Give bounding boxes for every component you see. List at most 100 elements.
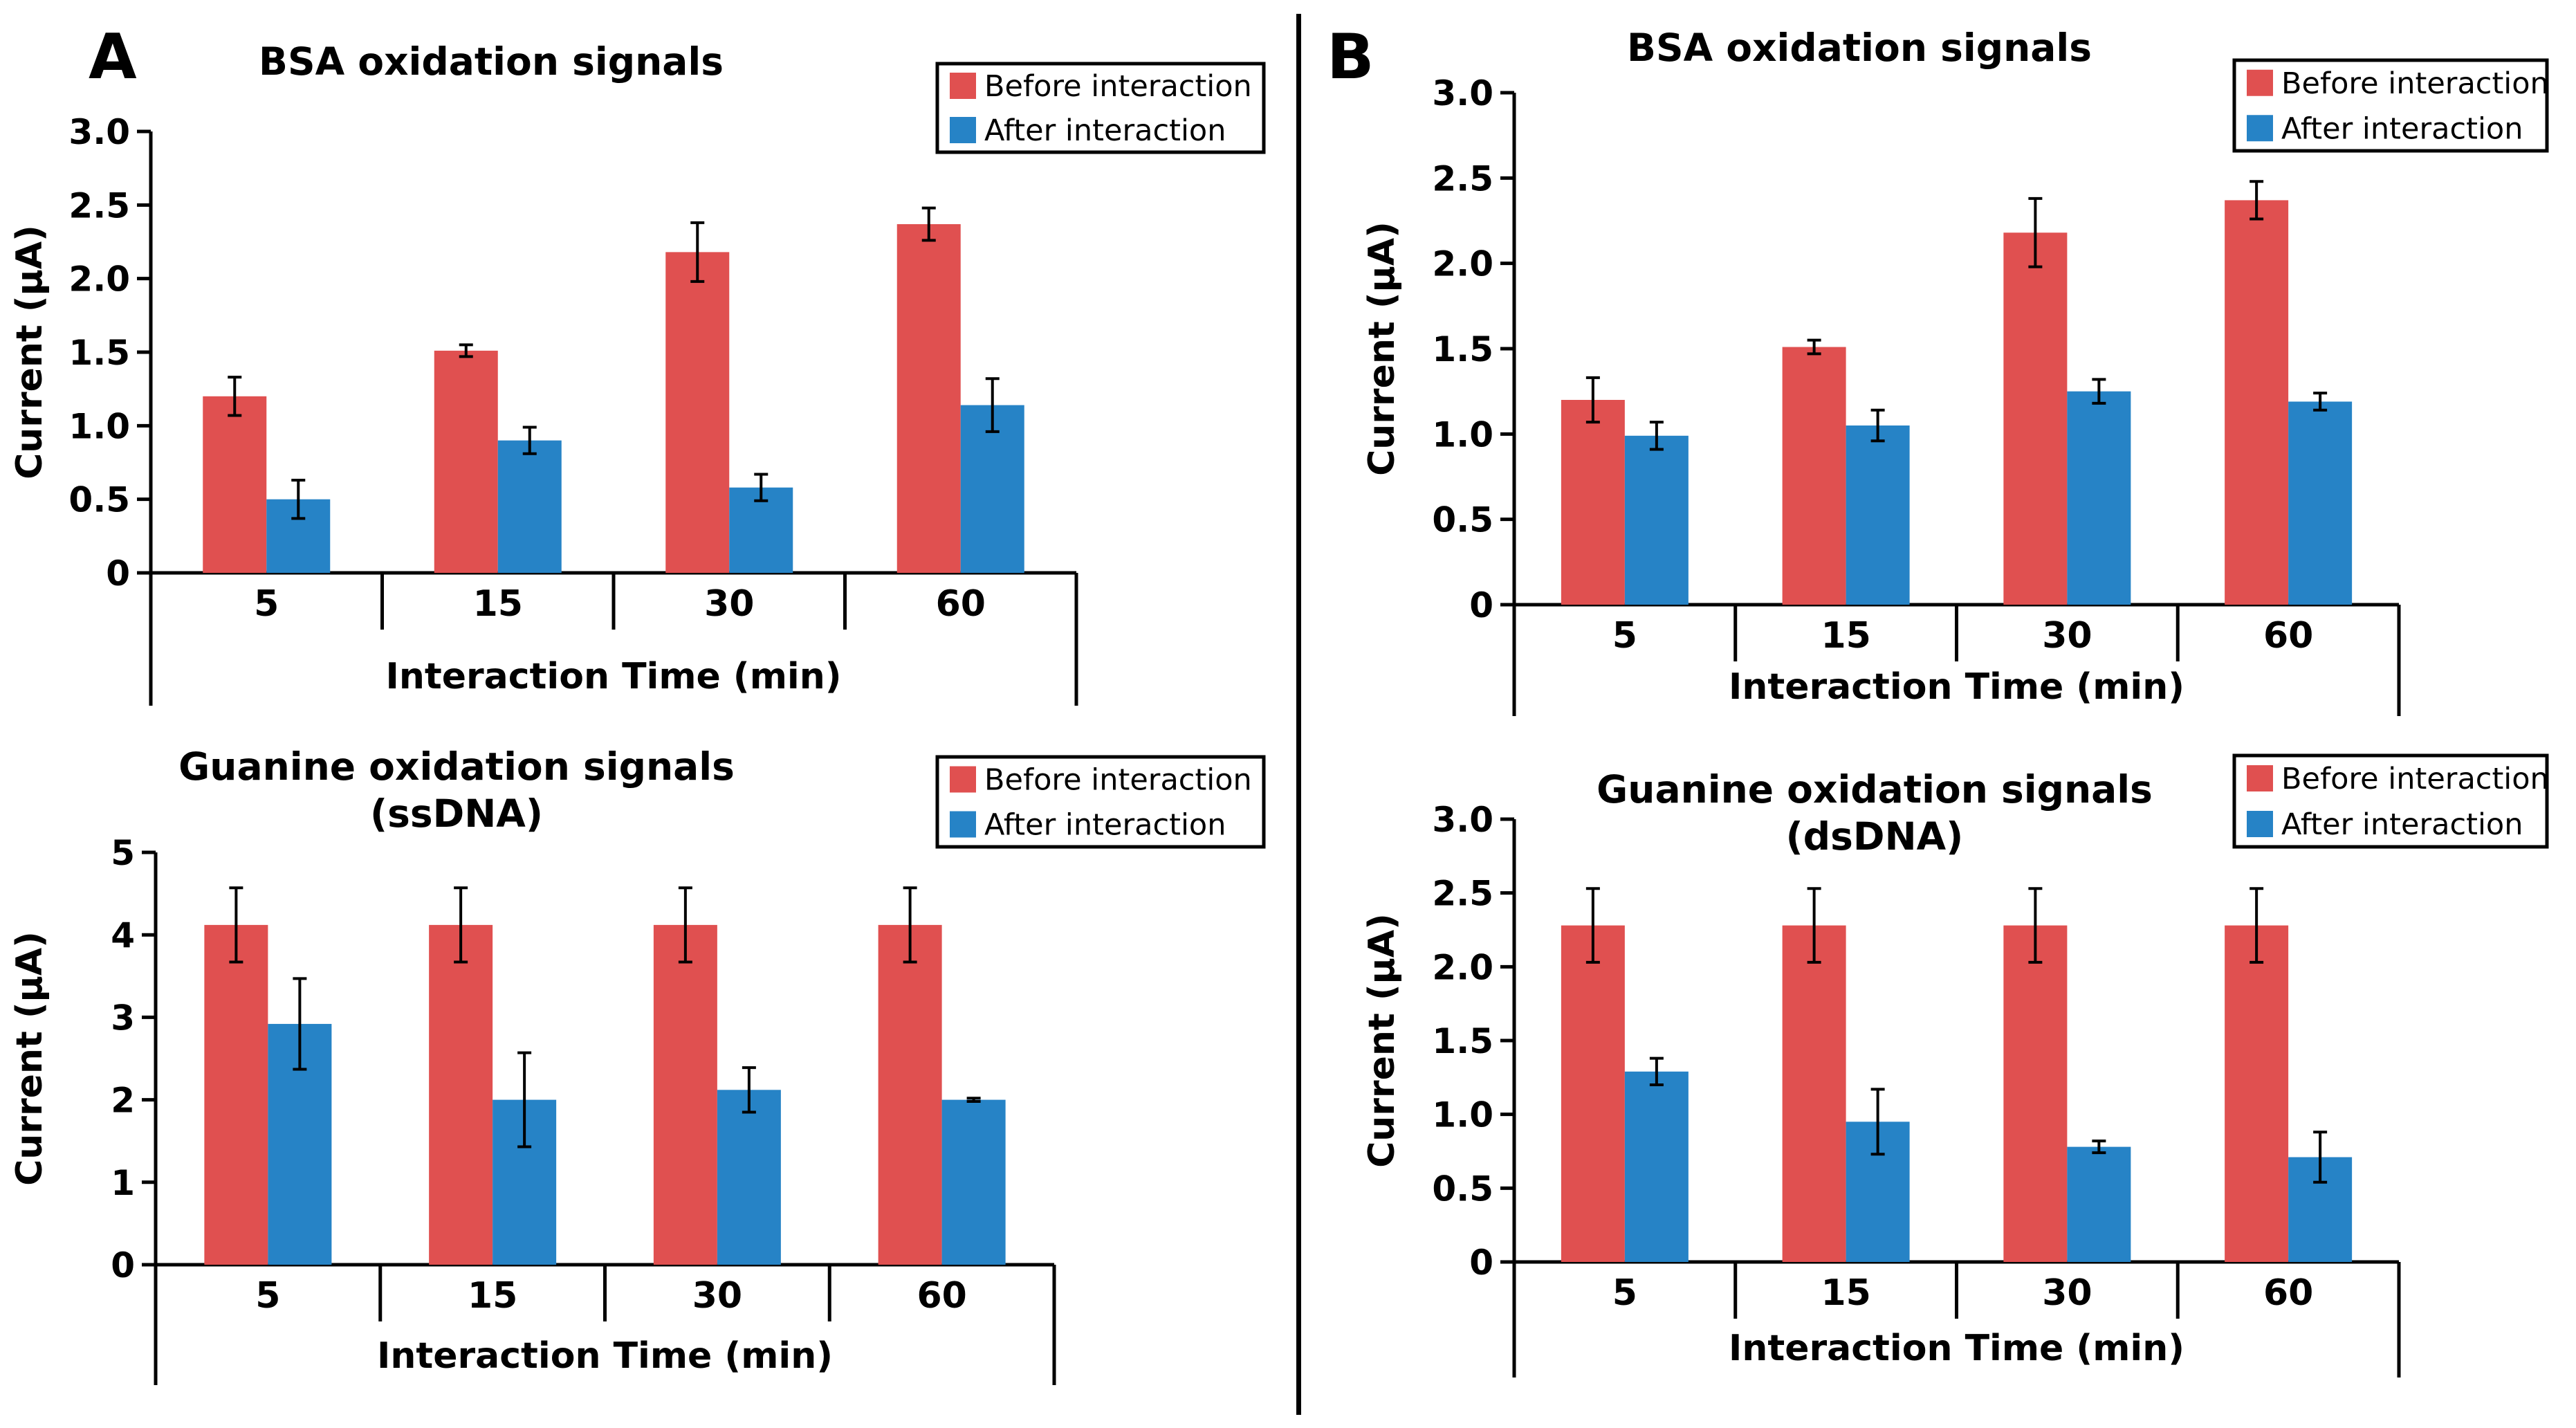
y-tick-label: 3.0 [1432, 800, 1493, 840]
y-tick-label: 2.5 [1432, 874, 1493, 914]
bar-before [2225, 925, 2289, 1262]
bar-before [1782, 925, 1846, 1262]
bar-after [1624, 435, 1689, 605]
x-tick-label: 60 [2263, 1272, 2313, 1314]
bar-after [941, 1099, 1006, 1265]
y-tick-label: 2.5 [68, 185, 130, 226]
x-axis-label: Interaction Time (min) [1729, 1328, 2184, 1369]
x-tick-label: 15 [473, 583, 523, 625]
bar-before [1782, 347, 1846, 605]
x-tick-label: 15 [1821, 615, 1870, 657]
x-tick-label: 60 [936, 583, 986, 625]
y-tick-label: 2.0 [1432, 244, 1493, 284]
bar-after [1846, 425, 1910, 605]
y-tick-label: 0 [1469, 1243, 1493, 1283]
y-tick-label: 2.5 [1432, 158, 1493, 199]
y-axis-label: Current (µA) [1361, 221, 1403, 476]
y-tick-label: 3 [111, 998, 135, 1038]
x-tick-label: 5 [1612, 615, 1637, 657]
bar-before [896, 223, 961, 573]
x-axis-label: Interaction Time (min) [386, 656, 842, 697]
legend-label: After interaction [2281, 111, 2523, 146]
bar-after [2067, 391, 2131, 605]
chart-title: Guanine oxidation signals [178, 744, 735, 789]
legend-swatch-before [2247, 69, 2273, 96]
legend-label: Before interaction [984, 69, 1252, 104]
y-tick-label: 0.5 [1432, 1169, 1493, 1209]
x-tick-label: 5 [1612, 1272, 1637, 1314]
panel-divider [1296, 14, 1301, 1415]
legend-swatch-after [2247, 115, 2273, 142]
x-tick-label: 30 [692, 1275, 742, 1317]
legend-label: Before interaction [2281, 66, 2549, 101]
x-axis-label: Interaction Time (min) [1729, 666, 2184, 708]
y-tick-label: 0 [1469, 585, 1493, 625]
y-tick-label: 3.0 [1432, 73, 1493, 113]
bar-before [1561, 400, 1625, 605]
legend-box [2232, 58, 2549, 153]
y-tick-label: 1.5 [1432, 329, 1493, 369]
panel-label-a: A [89, 21, 137, 93]
bar-before [204, 924, 268, 1265]
y-axis-label: Current (µA) [1361, 913, 1403, 1168]
y-axis-label: Current (µA) [9, 931, 50, 1186]
x-tick-label: 30 [704, 583, 754, 625]
legend-swatch-after [2247, 811, 2273, 837]
y-tick-label: 3.0 [68, 112, 130, 152]
x-axis-label: Interaction Time (min) [377, 1335, 833, 1377]
bar-before [878, 924, 942, 1265]
x-tick-label: 30 [2042, 1272, 2092, 1314]
legend-swatch-before [2247, 765, 2273, 791]
y-axis-label: Current (µA) [9, 225, 50, 479]
legend-label: Before interaction [2281, 762, 2549, 796]
bar-before [2003, 925, 2068, 1262]
y-tick-label: 1.0 [1432, 1095, 1493, 1135]
y-tick-label: 1.0 [1432, 414, 1493, 455]
y-tick-label: 0.5 [68, 480, 130, 520]
legend-swatch-after [950, 117, 976, 143]
y-tick-label: 2 [111, 1081, 135, 1121]
x-tick-label: 60 [2263, 615, 2313, 657]
y-tick-label: 1.5 [68, 333, 130, 373]
y-tick-label: 4 [111, 915, 135, 955]
y-tick-label: 0.5 [1432, 500, 1493, 540]
chart-title: BSA oxidation signals [1627, 26, 2092, 70]
bar-after [497, 440, 562, 573]
y-tick-label: 2.0 [1432, 947, 1493, 987]
chart-title: BSA oxidation signals [259, 39, 724, 84]
chart-title: (dsDNA) [1786, 814, 1964, 859]
y-tick-label: 5 [111, 833, 135, 873]
bar-before [2003, 232, 2068, 605]
y-tick-label: 0 [111, 1245, 135, 1285]
y-tick-label: 2.0 [68, 259, 130, 300]
bar-before [434, 350, 498, 573]
legend-box [2232, 753, 2549, 849]
legend-box [935, 755, 1266, 849]
legend-label: After interaction [2281, 807, 2523, 842]
chart-title: Guanine oxidation signals [1597, 767, 2153, 812]
x-tick-label: 15 [1821, 1272, 1870, 1314]
bar-before [653, 924, 717, 1265]
bar-before [665, 252, 730, 573]
bar-before [2225, 200, 2289, 605]
x-tick-label: 5 [254, 583, 279, 625]
panel-label-b: B [1327, 21, 1374, 93]
legend-label: Before interaction [984, 763, 1252, 798]
x-tick-label: 30 [2042, 615, 2092, 657]
legend-label: After interaction [984, 808, 1226, 843]
legend-box [935, 62, 1266, 154]
y-tick-label: 1.5 [1432, 1021, 1493, 1061]
y-tick-label: 1 [111, 1163, 135, 1203]
bar-after [717, 1090, 781, 1265]
bar-after [2288, 401, 2353, 605]
chart-title: (ssDNA) [370, 791, 543, 836]
legend-swatch-after [950, 811, 976, 838]
bar-before [1561, 925, 1625, 1262]
bar-before [429, 924, 493, 1265]
bar-before [203, 396, 267, 573]
x-tick-label: 15 [468, 1275, 517, 1317]
